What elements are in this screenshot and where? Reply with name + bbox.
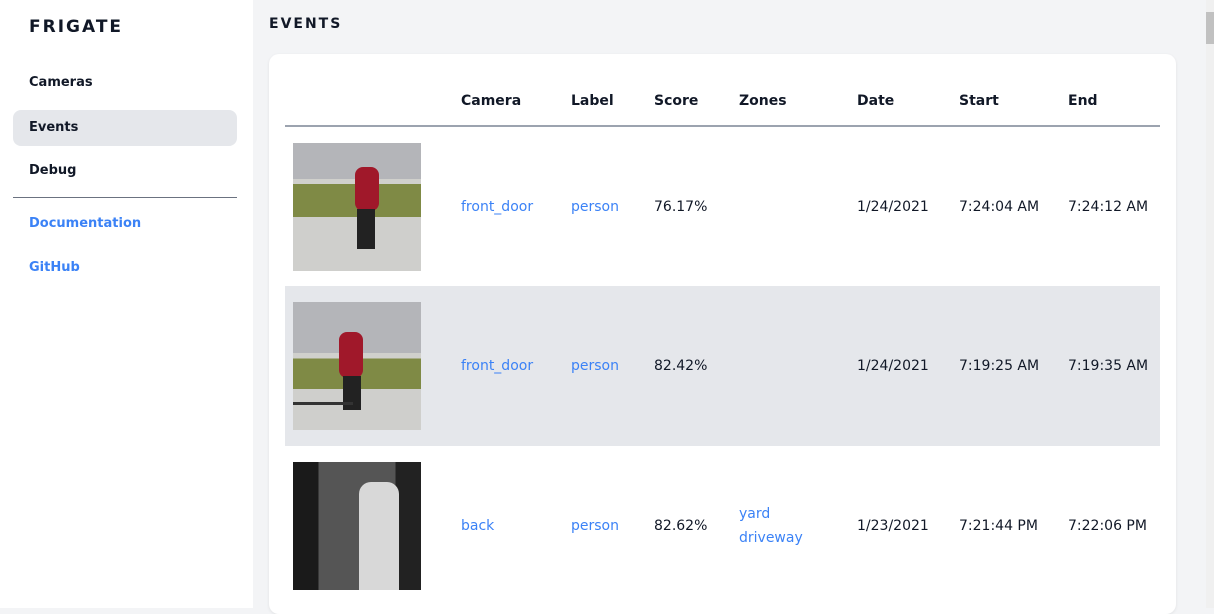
- label-link[interactable]: person: [571, 358, 619, 374]
- col-date: Date: [849, 76, 951, 127]
- sidebar-item-cameras[interactable]: Cameras: [29, 75, 93, 90]
- camera-link[interactable]: front_door: [461, 198, 534, 215]
- camera-link[interactable]: front_door: [461, 358, 534, 374]
- camera-link[interactable]: back: [461, 518, 495, 534]
- app-logo: FRIGATE: [29, 17, 124, 37]
- date: 1/24/2021: [857, 198, 929, 215]
- score: 82.62%: [654, 518, 708, 534]
- end-time: 7:19:35 AM: [1060, 286, 1160, 446]
- start-time: 7:21:44 PM: [959, 518, 1038, 534]
- col-zones: Zones: [731, 76, 849, 127]
- sidebar-divider: [13, 197, 237, 198]
- events-card: Camera Label Score Zones Date Start End …: [269, 54, 1176, 614]
- zones: [731, 286, 849, 446]
- end-time: 7:24:12 AM: [1068, 198, 1149, 215]
- events-table: Camera Label Score Zones Date Start End …: [285, 76, 1160, 606]
- zones: yard driveway: [731, 446, 849, 606]
- date: 1/24/2021: [849, 286, 951, 446]
- zone-link[interactable]: driveway: [739, 530, 803, 546]
- zone-link[interactable]: yard: [739, 506, 771, 522]
- col-label: Label: [563, 76, 646, 127]
- scrollbar-thumb[interactable]: [1206, 12, 1214, 44]
- table-row[interactable]: front_door person 76.17% 1/24/2021 7:24:…: [285, 126, 1160, 286]
- event-thumbnail[interactable]: [293, 462, 421, 590]
- score: 76.17%: [654, 198, 708, 215]
- col-score: Score: [646, 76, 731, 127]
- sidebar-link-documentation[interactable]: Documentation: [29, 216, 142, 231]
- table-row[interactable]: back person 82.62% yard driveway 1/23/202…: [285, 446, 1160, 606]
- col-thumbnail: [285, 76, 453, 127]
- end-time: 7:22:06 PM: [1068, 518, 1147, 534]
- date: 1/23/2021: [857, 518, 929, 534]
- score: 82.42%: [646, 286, 731, 446]
- page-title: EVENTS: [269, 16, 343, 32]
- sidebar-item-debug[interactable]: Debug: [29, 163, 77, 178]
- sidebar-item-events[interactable]: Events: [13, 110, 237, 146]
- scrollbar[interactable]: [1206, 0, 1214, 608]
- label-link[interactable]: person: [571, 518, 619, 534]
- event-thumbnail[interactable]: [293, 142, 421, 271]
- start-time: 7:19:25 AM: [951, 286, 1060, 446]
- zones: [731, 126, 849, 286]
- sidebar-link-github[interactable]: GitHub: [29, 260, 80, 275]
- table-header-row: Camera Label Score Zones Date Start End: [285, 76, 1160, 127]
- col-start: Start: [951, 76, 1060, 127]
- col-camera: Camera: [453, 76, 563, 127]
- event-thumbnail[interactable]: [293, 302, 421, 430]
- table-row[interactable]: front_door person 82.42% 1/24/2021 7:19:…: [285, 286, 1160, 446]
- sidebar: FRIGATE Cameras Events Debug Documentati…: [0, 0, 253, 608]
- col-end: End: [1060, 76, 1160, 127]
- start-time: 7:24:04 AM: [959, 198, 1040, 215]
- label-link[interactable]: person: [571, 198, 619, 215]
